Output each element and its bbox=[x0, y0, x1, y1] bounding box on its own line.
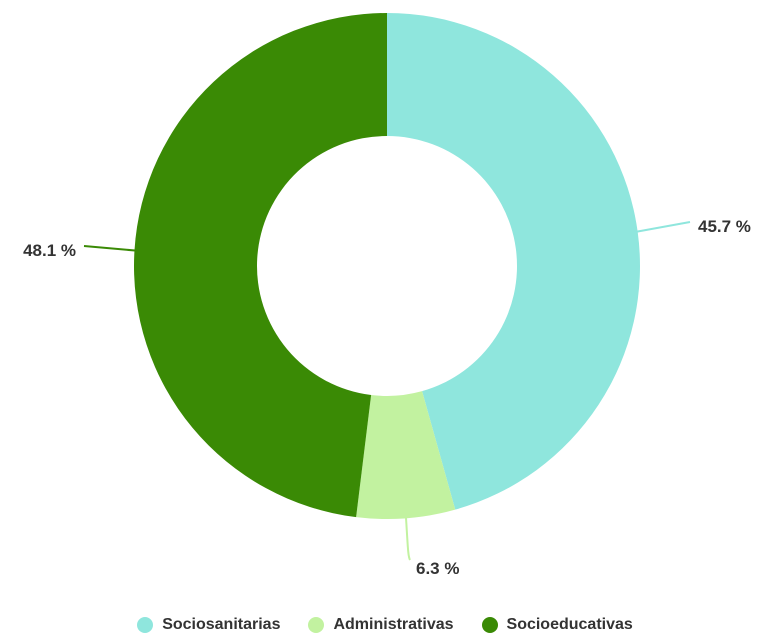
legend-label: Socioeducativas bbox=[506, 616, 633, 633]
label-leader-line bbox=[404, 516, 411, 561]
legend-label: Administrativas bbox=[333, 616, 454, 633]
donut-slice-administrativas[interactable] bbox=[356, 391, 456, 519]
label-leader-line bbox=[83, 245, 137, 252]
donut-slice-sociosanitarias[interactable] bbox=[387, 13, 641, 510]
legend-label: Sociosanitarias bbox=[162, 616, 281, 633]
donut-slices bbox=[133, 13, 641, 519]
donut-slice-socioeducativas[interactable] bbox=[133, 13, 387, 518]
legend-swatch bbox=[481, 617, 498, 633]
label-leader-line bbox=[635, 221, 691, 233]
legend-item-sociosanitarias[interactable]: Sociosanitarias bbox=[137, 616, 280, 634]
data-label-socioeducativas: 48.1 % bbox=[23, 241, 76, 260]
data-label-sociosanitarias: 45.7 % bbox=[698, 217, 751, 236]
data-label-administrativas: 6.3 % bbox=[416, 559, 459, 578]
legend-item-socioeducativas[interactable]: Socioeducativas bbox=[481, 616, 633, 634]
label-leaders bbox=[83, 221, 691, 561]
legend-swatch bbox=[137, 617, 154, 633]
legend-item-administrativas[interactable]: Administrativas bbox=[308, 616, 454, 634]
chart-legend: Sociosanitarias Administrativas Socioedu… bbox=[0, 616, 770, 634]
legend-swatch bbox=[308, 617, 325, 633]
data-labels: 45.7 % 6.3 % 48.1 % bbox=[23, 217, 751, 578]
